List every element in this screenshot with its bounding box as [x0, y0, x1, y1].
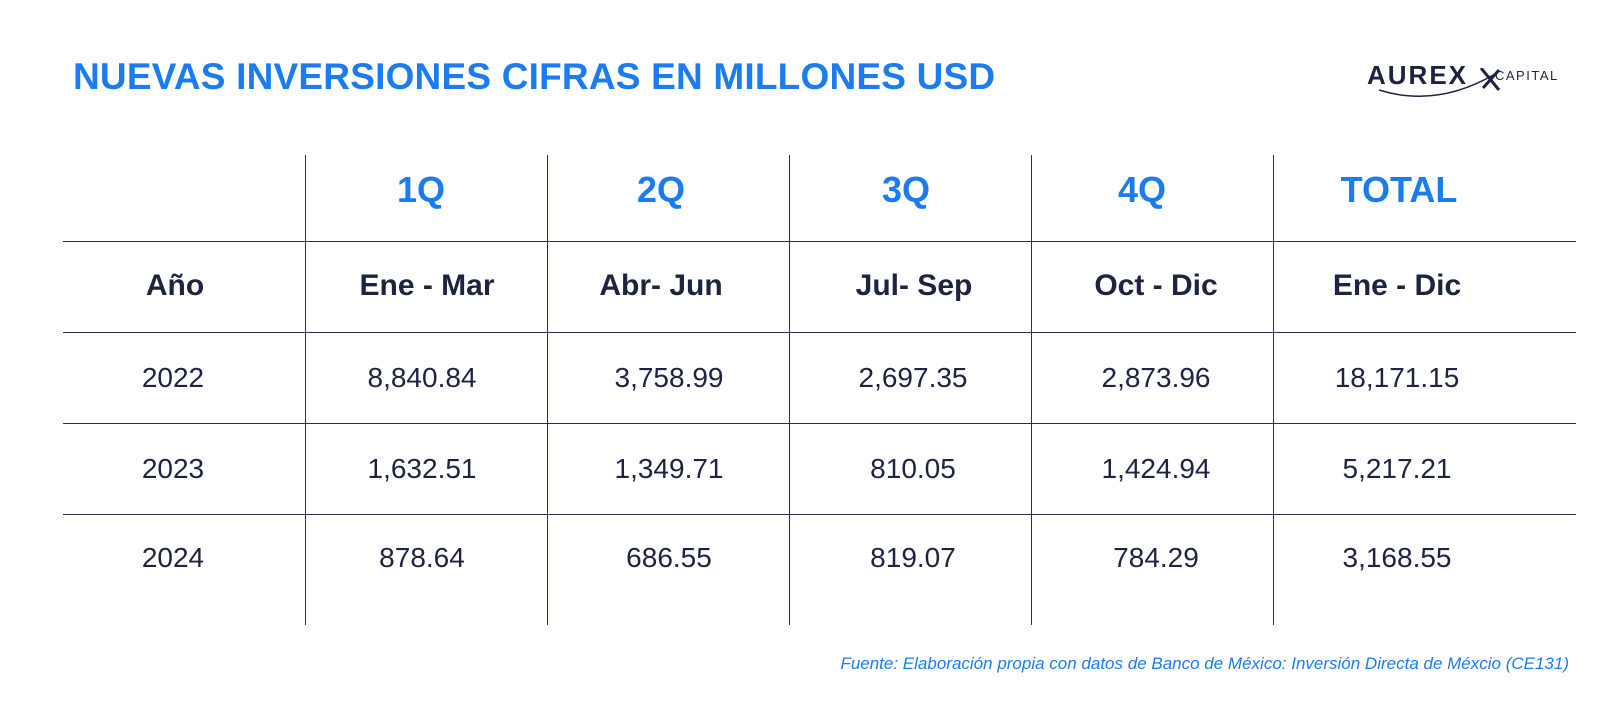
table-cell: 1,632.51 [367, 453, 477, 484]
page-title: NUEVAS INVERSIONES CIFRAS EN MILLONES US… [73, 56, 996, 97]
table-cell: 1,424.94 [1101, 453, 1211, 484]
table-cell: 686.55 [626, 542, 712, 573]
table-cell-total: 18,171.15 [1334, 362, 1460, 393]
logo-swoosh-icon [1378, 68, 1501, 97]
column-divider [1273, 155, 1274, 625]
table-cell-total: 3,168.55 [1342, 542, 1452, 573]
header-jul-sep: Jul- Sep [855, 269, 973, 302]
header-2q: 2Q [636, 169, 686, 210]
logo-sub: CAPITAL [1495, 68, 1559, 83]
table-cell-year: 2023 [141, 453, 205, 484]
header-4q: 4Q [1117, 169, 1167, 210]
column-divider [789, 155, 790, 625]
header-3q: 3Q [881, 169, 931, 210]
logo-brand: AUREX [1367, 60, 1469, 90]
aurex-capital-logo: AUREX CAPITAL [1367, 58, 1567, 98]
header-1q: 1Q [396, 169, 446, 210]
source-note: Fuente: Elaboración propia con datos de … [840, 654, 1569, 673]
column-divider [305, 155, 306, 625]
table-cell: 810.05 [870, 453, 956, 484]
investment-table: 1Q 2Q 3Q 4Q TOTAL Año Ene - Mar Abr- Jun… [63, 155, 1576, 625]
table-cell: 784.29 [1113, 542, 1199, 573]
row-divider [63, 332, 1576, 333]
table-cell: 1,349.71 [614, 453, 724, 484]
row-divider [63, 514, 1576, 515]
table-cell: 2,873.96 [1101, 362, 1211, 393]
row-divider [63, 423, 1576, 424]
table-cell-total: 5,217.21 [1342, 453, 1452, 484]
header-abr-jun: Abr- Jun [599, 269, 723, 302]
header-ene-dic: Ene - Dic [1332, 269, 1462, 302]
table-cell-year: 2022 [141, 362, 205, 393]
column-divider [547, 155, 548, 625]
column-divider [1031, 155, 1032, 625]
header-total: TOTAL [1340, 169, 1458, 210]
row-divider [63, 241, 1576, 242]
header-year: Año [145, 269, 205, 302]
header-ene-mar: Ene - Mar [359, 269, 495, 302]
table-cell: 3,758.99 [614, 362, 724, 393]
table-cell-year: 2024 [141, 542, 205, 573]
table-cell: 819.07 [870, 542, 956, 573]
table-cell: 878.64 [379, 542, 465, 573]
table-cell: 8,840.84 [367, 362, 477, 393]
table-cell: 2,697.35 [858, 362, 968, 393]
header-oct-dic: Oct - Dic [1094, 269, 1218, 302]
